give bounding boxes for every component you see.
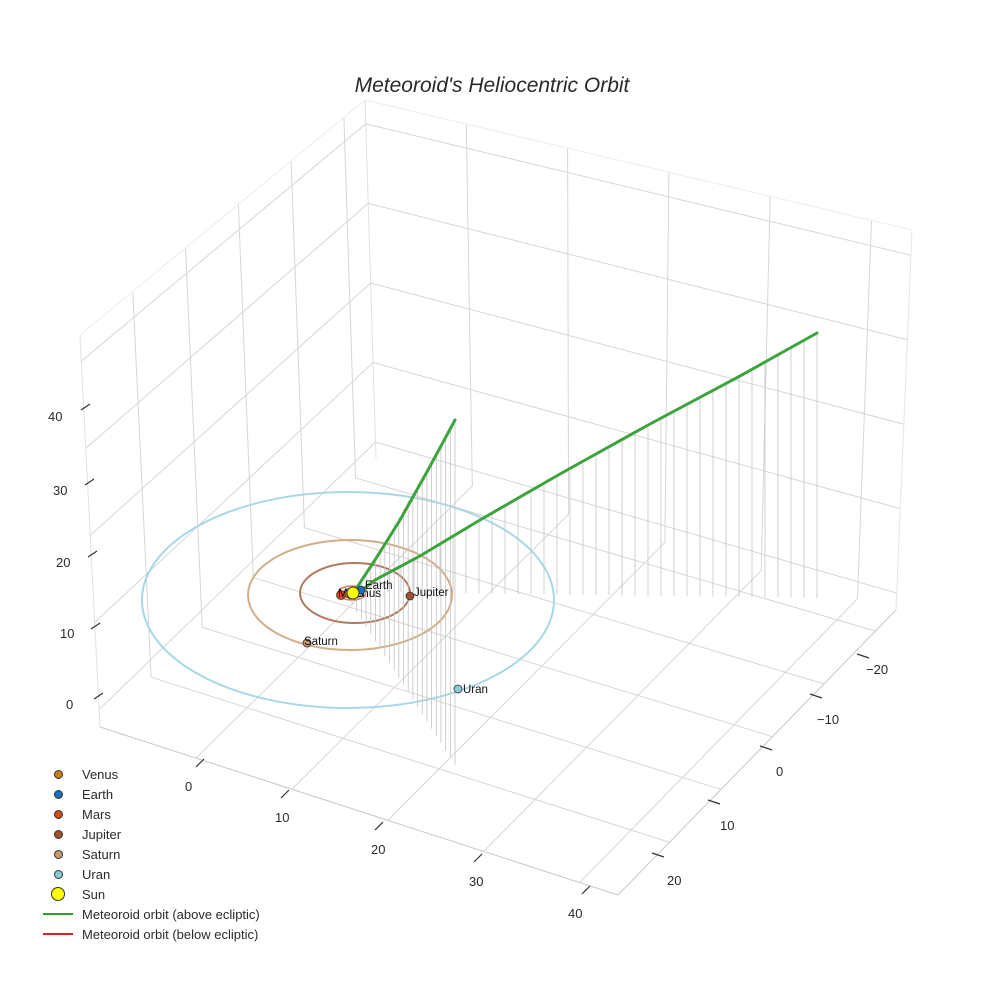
orbit-uran bbox=[141, 491, 555, 709]
box-edges bbox=[79, 99, 913, 896]
svg-text:−20: −20 bbox=[866, 662, 888, 677]
legend-symbol bbox=[38, 904, 78, 924]
meteoroid-orbit-branch-2[interactable] bbox=[350, 331, 819, 600]
svg-text:40: 40 bbox=[48, 409, 62, 424]
label-jupiter: Jupiter bbox=[414, 587, 449, 599]
legend-item-jupiter[interactable]: Jupiter bbox=[38, 824, 260, 844]
planet-saturn[interactable]: Saturn bbox=[302, 636, 338, 648]
legend-item-uran[interactable]: Uran bbox=[38, 864, 260, 884]
svg-text:0: 0 bbox=[776, 764, 783, 779]
planet-uran[interactable]: Uran bbox=[453, 684, 488, 696]
legend-line-icon bbox=[43, 913, 73, 915]
meteoroid-orbit-branch-1[interactable] bbox=[348, 418, 457, 600]
legend-symbol bbox=[38, 824, 78, 844]
svg-text:40: 40 bbox=[568, 906, 582, 921]
legend-label: Meteoroid orbit (below ecliptic) bbox=[82, 926, 259, 942]
svg-text:20: 20 bbox=[371, 842, 385, 857]
legend-item-meteoroid-orbit-above-ecliptic[interactable]: Meteoroid orbit (above ecliptic) bbox=[38, 904, 260, 924]
legend-symbol bbox=[38, 784, 78, 804]
legend-label: Earth bbox=[82, 786, 114, 802]
legend-label: Sun bbox=[82, 886, 106, 902]
x-axis-labels: 0 10 20 30 40 bbox=[185, 779, 582, 921]
legend-item-saturn[interactable]: Saturn bbox=[38, 844, 260, 864]
y-axis-labels: −20 −10 0 10 20 bbox=[667, 662, 888, 888]
legend-label: Mars bbox=[82, 806, 111, 822]
legend-item-sun[interactable]: Sun bbox=[38, 884, 260, 904]
legend-marker-icon bbox=[53, 789, 63, 799]
legend-marker-icon bbox=[53, 849, 63, 859]
legend-marker-icon bbox=[53, 869, 63, 879]
chart-title: Meteoroid's Heliocentric Orbit bbox=[354, 74, 630, 97]
label-uran: Uran bbox=[463, 684, 488, 696]
legend-marker-icon bbox=[51, 887, 65, 901]
legend-marker-icon bbox=[53, 769, 63, 779]
legend-item-mars[interactable]: Mars bbox=[38, 804, 260, 824]
svg-text:10: 10 bbox=[60, 626, 74, 641]
svg-text:10: 10 bbox=[275, 810, 289, 825]
orbit-saturn bbox=[247, 539, 453, 651]
legend-marker-icon bbox=[53, 829, 63, 839]
planet-jupiter[interactable]: Jupiter bbox=[405, 587, 449, 601]
label-earth: Earth bbox=[365, 580, 393, 592]
legend-marker-icon bbox=[53, 809, 63, 819]
legend-line-icon bbox=[43, 933, 73, 935]
legend-label: Saturn bbox=[82, 846, 121, 862]
svg-text:0: 0 bbox=[66, 697, 73, 712]
legend-symbol bbox=[38, 844, 78, 864]
legend-label: Venus bbox=[82, 766, 119, 782]
legend-symbol bbox=[38, 884, 78, 904]
legend-symbol bbox=[38, 864, 78, 884]
legend-label: Meteoroid orbit (above ecliptic) bbox=[82, 906, 260, 922]
legend-item-earth[interactable]: Earth bbox=[38, 784, 260, 804]
svg-text:30: 30 bbox=[53, 483, 67, 498]
legend: Venus Earth Mars Jupiter Saturn Uran Sun Meteor… bbox=[38, 764, 260, 944]
legend-item-venus[interactable]: Venus bbox=[38, 764, 260, 784]
axis-ticks bbox=[80, 403, 870, 895]
meteoroid-drop-lines bbox=[351, 333, 818, 765]
legend-symbol bbox=[38, 804, 78, 824]
svg-text:20: 20 bbox=[667, 873, 681, 888]
legend-item-meteoroid-orbit-below-ecliptic[interactable]: Meteoroid orbit (below ecliptic) bbox=[38, 924, 260, 944]
sun-marker[interactable] bbox=[346, 586, 360, 600]
svg-text:0: 0 bbox=[185, 779, 192, 794]
svg-text:20: 20 bbox=[56, 555, 70, 570]
legend-label: Jupiter bbox=[82, 826, 122, 842]
z-axis-labels: 40 30 20 10 0 bbox=[48, 409, 74, 712]
legend-label: Uran bbox=[82, 866, 111, 882]
legend-symbol bbox=[38, 764, 78, 784]
label-saturn: Saturn bbox=[304, 636, 338, 648]
planet-earth[interactable]: Earth bbox=[356, 580, 393, 595]
legend-symbol bbox=[38, 924, 78, 944]
grid-lines bbox=[81, 117, 912, 883]
svg-text:−10: −10 bbox=[817, 712, 839, 727]
svg-text:10: 10 bbox=[720, 818, 734, 833]
svg-text:30: 30 bbox=[469, 874, 483, 889]
